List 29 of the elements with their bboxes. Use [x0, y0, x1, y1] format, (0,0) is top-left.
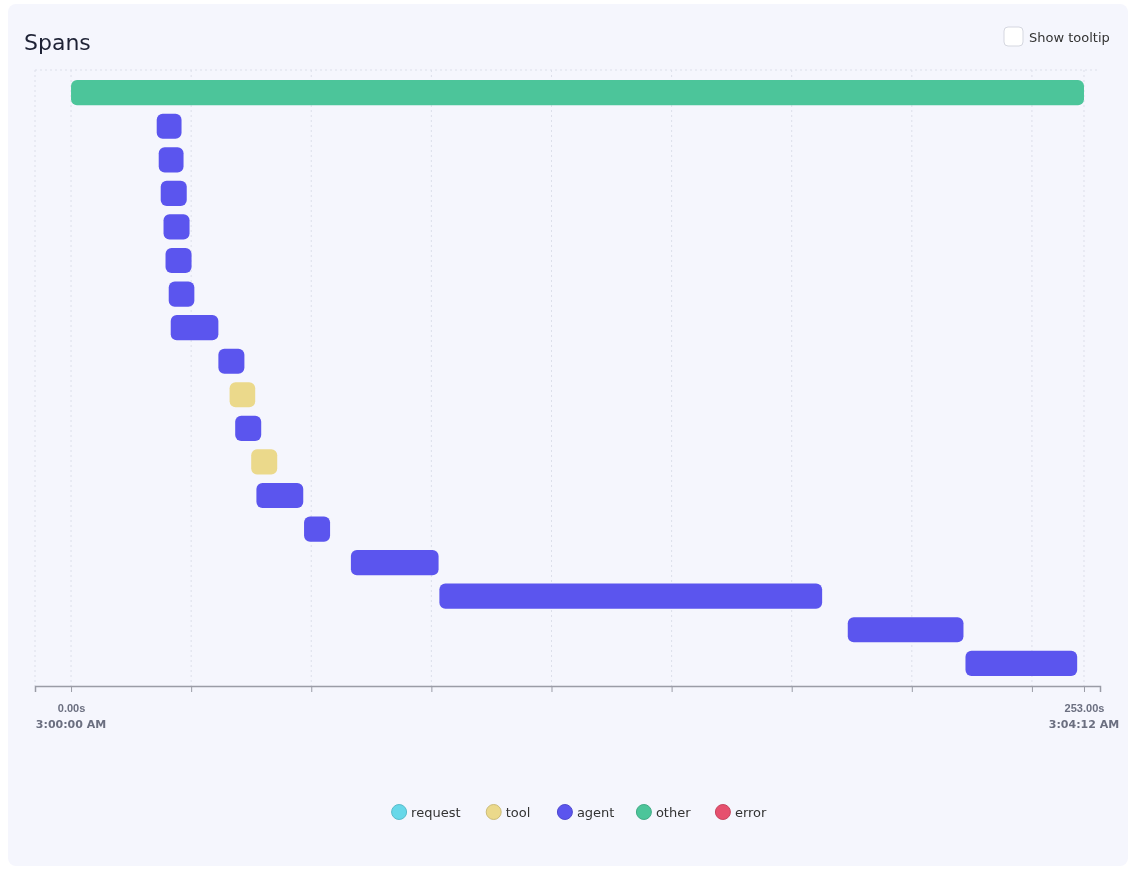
bar	[160, 180, 187, 206]
text: 3:04:12 AM	[1048, 718, 1120, 731]
bar	[165, 247, 192, 274]
legend-label: agent	[576, 805, 615, 820]
bar	[218, 348, 245, 374]
bar	[168, 281, 195, 307]
bar	[158, 147, 184, 173]
bar	[163, 214, 190, 240]
bar	[256, 482, 304, 509]
bar	[251, 449, 278, 475]
bar	[156, 113, 182, 139]
text: Show tooltip	[1029, 30, 1110, 45]
x-tick-label: 253.00s	[1064, 701, 1105, 714]
bar	[350, 550, 439, 576]
bar	[71, 80, 1084, 106]
bar	[847, 617, 964, 643]
chart-title: Spans	[24, 30, 91, 55]
bar	[304, 516, 331, 542]
x-tick-label: 0.00s	[57, 701, 86, 714]
bar	[235, 415, 262, 441]
legend-label: error	[734, 805, 768, 820]
bar	[229, 382, 256, 408]
legend-label: tool	[505, 805, 531, 820]
legend-label: request	[411, 805, 461, 820]
legend-label: other	[655, 805, 692, 820]
bar	[965, 650, 1078, 676]
bar	[439, 583, 823, 609]
bar	[170, 315, 219, 341]
text: 3:00:00 AM	[35, 718, 107, 731]
